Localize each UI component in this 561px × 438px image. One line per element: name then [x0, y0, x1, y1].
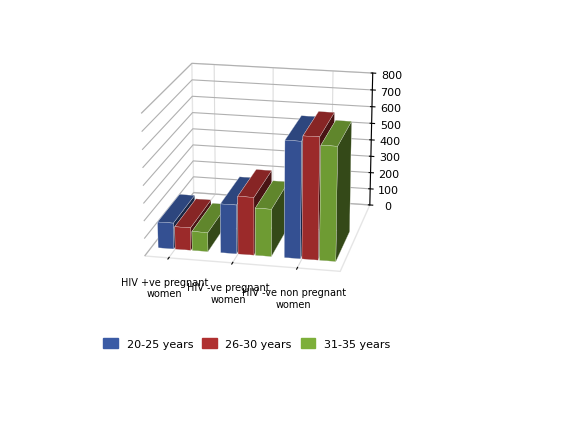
Legend: 20-25 years, 26-30 years, 31-35 years: 20-25 years, 26-30 years, 31-35 years [103, 339, 390, 349]
